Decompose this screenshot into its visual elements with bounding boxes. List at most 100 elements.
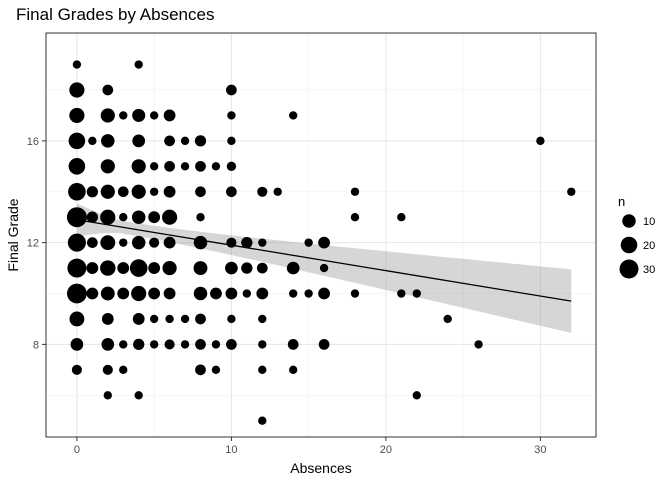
legend-label: 10 [643, 216, 655, 228]
data-point [149, 187, 159, 196]
plot-panel [46, 33, 596, 437]
data-point [257, 186, 268, 197]
data-point [211, 340, 221, 349]
x-tick-label: 20 [380, 444, 392, 456]
data-point [286, 261, 300, 275]
data-point [163, 185, 176, 198]
data-point [162, 209, 178, 225]
data-point [100, 235, 116, 251]
data-point [226, 186, 237, 198]
data-point [164, 339, 175, 350]
data-point [102, 84, 114, 96]
data-point [70, 338, 84, 351]
data-point [129, 259, 148, 277]
data-point [210, 287, 222, 300]
data-point [100, 159, 115, 174]
data-point [195, 339, 206, 350]
data-point [195, 313, 206, 325]
data-point [163, 287, 176, 300]
y-axis: 8 12 16 [27, 136, 46, 351]
data-point [133, 338, 145, 351]
data-point [225, 261, 238, 275]
data-point [180, 136, 190, 146]
data-point [71, 364, 82, 375]
data-point [131, 235, 146, 250]
data-point [68, 132, 86, 150]
data-point [256, 287, 269, 300]
data-point [226, 237, 237, 248]
data-point [117, 287, 130, 300]
data-point [164, 160, 175, 172]
trend-line-group [76, 219, 572, 302]
data-point [148, 287, 161, 300]
data-point [227, 136, 236, 146]
data-point [163, 109, 176, 122]
data-point [193, 235, 208, 250]
data-point [195, 186, 206, 198]
data-point [350, 187, 360, 196]
data-point [69, 311, 85, 327]
legend-label: 20 [643, 240, 655, 252]
data-point [67, 233, 86, 252]
data-point [412, 289, 421, 298]
x-axis: 0 10 20 30 [74, 437, 547, 456]
data-point [100, 184, 115, 199]
data-point [100, 260, 116, 276]
data-point [258, 238, 267, 247]
x-tick-label: 10 [225, 444, 237, 456]
data-point [397, 213, 406, 222]
data-point [69, 107, 85, 124]
plot-border [45, 32, 597, 438]
data-point [319, 263, 329, 273]
data-point [100, 286, 115, 301]
data-point [227, 111, 236, 120]
data-point [226, 339, 237, 350]
data-point [180, 340, 190, 349]
data-point [164, 135, 175, 147]
data-point [289, 365, 298, 375]
data-point [148, 211, 161, 224]
data-point [86, 287, 99, 300]
data-point [318, 236, 330, 249]
data-point [149, 111, 159, 120]
data-point [67, 258, 87, 278]
data-point [66, 283, 87, 304]
legend-key [622, 214, 636, 228]
trend-line [76, 219, 572, 302]
data-point [287, 339, 299, 350]
data-point [149, 314, 159, 324]
data-point [86, 237, 98, 248]
data-point [162, 260, 177, 276]
data-point [227, 314, 236, 324]
data-point [258, 416, 267, 425]
data-point [567, 187, 576, 196]
data-point [412, 391, 421, 400]
data-point [100, 209, 116, 225]
data-point [397, 289, 406, 298]
data-point [241, 262, 253, 274]
data-point [131, 210, 146, 224]
data-point [241, 236, 253, 249]
data-point [86, 262, 99, 274]
y-tick-label: 8 [33, 339, 39, 351]
data-point [180, 314, 190, 324]
data-point [101, 134, 115, 148]
y-axis-title: Final Grade [5, 198, 21, 271]
data-point [66, 207, 87, 228]
data-point [165, 314, 174, 324]
data-point [193, 286, 208, 301]
legend-key [620, 236, 638, 254]
data-point [103, 391, 112, 400]
data-point [132, 134, 146, 148]
data-point [88, 136, 97, 146]
x-tick-label: 30 [534, 444, 546, 456]
data-point [131, 184, 146, 199]
data-point [119, 340, 128, 349]
legend-key [619, 259, 639, 279]
data-point [132, 108, 146, 122]
data-point [163, 236, 176, 249]
data-point [119, 238, 128, 247]
data-point [149, 237, 160, 248]
data-point [226, 161, 237, 171]
data-point [225, 287, 238, 300]
